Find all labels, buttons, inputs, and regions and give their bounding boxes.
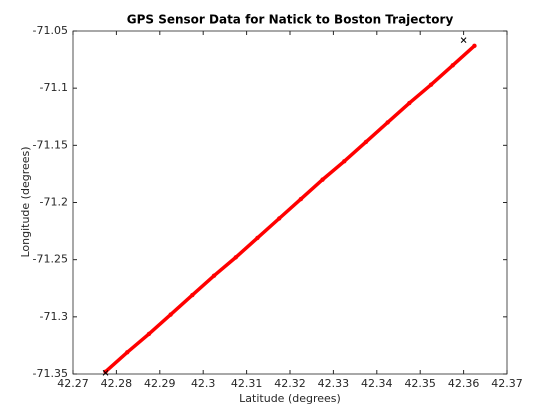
point-marker [472,43,477,49]
point-marker [211,273,217,278]
point-marker [342,159,347,164]
y-tick-label: -71.2 [40,196,68,209]
x-axis-label: Latitude (degrees) [239,392,341,405]
x-tick-label: 42.36 [448,377,480,390]
point-marker [428,82,434,87]
point-marker [276,216,282,221]
y-tick-label: -71.3 [40,310,68,323]
x-tick-label: 42.37 [491,377,523,390]
point-marker [102,370,109,376]
chart-title: GPS Sensor Data for Natick to Boston Tra… [127,13,454,27]
y-axis-label: Longitude (degrees) [19,146,32,257]
point-marker [320,177,325,182]
point-marker [385,120,390,125]
plot-area [72,30,508,375]
point-marker [450,63,455,68]
x-tick-label: 42.28 [101,377,133,390]
x-tick-label: 42.33 [318,377,350,390]
point-marker [146,331,152,337]
point-marker [168,312,173,317]
point-marker [407,100,412,106]
x-tick-label: 42.29 [144,377,176,390]
y-tick-label: -71.25 [33,253,68,266]
y-tick-label: -71.05 [33,24,68,37]
x-tick-label: 42.34 [361,377,393,390]
point-marker [460,37,467,44]
y-tick-label: -71.1 [40,81,68,94]
point-marker [190,292,195,298]
point-marker [255,235,260,241]
x-tick-label: 42.35 [404,377,436,390]
x-tick-label: 42.27 [57,377,89,390]
point-marker [125,350,130,355]
point-marker [103,369,108,374]
point-marker [298,196,304,202]
y-tick-label: -71.15 [33,138,68,151]
x-tick-label: 42.3 [191,377,216,390]
y-tick-label: -71.35 [33,367,68,380]
x-tick-label: 42.32 [274,377,306,390]
trajectory-line [104,44,476,374]
x-tick-label: 42.31 [231,377,263,390]
point-marker [363,139,369,145]
point-marker [233,255,238,260]
